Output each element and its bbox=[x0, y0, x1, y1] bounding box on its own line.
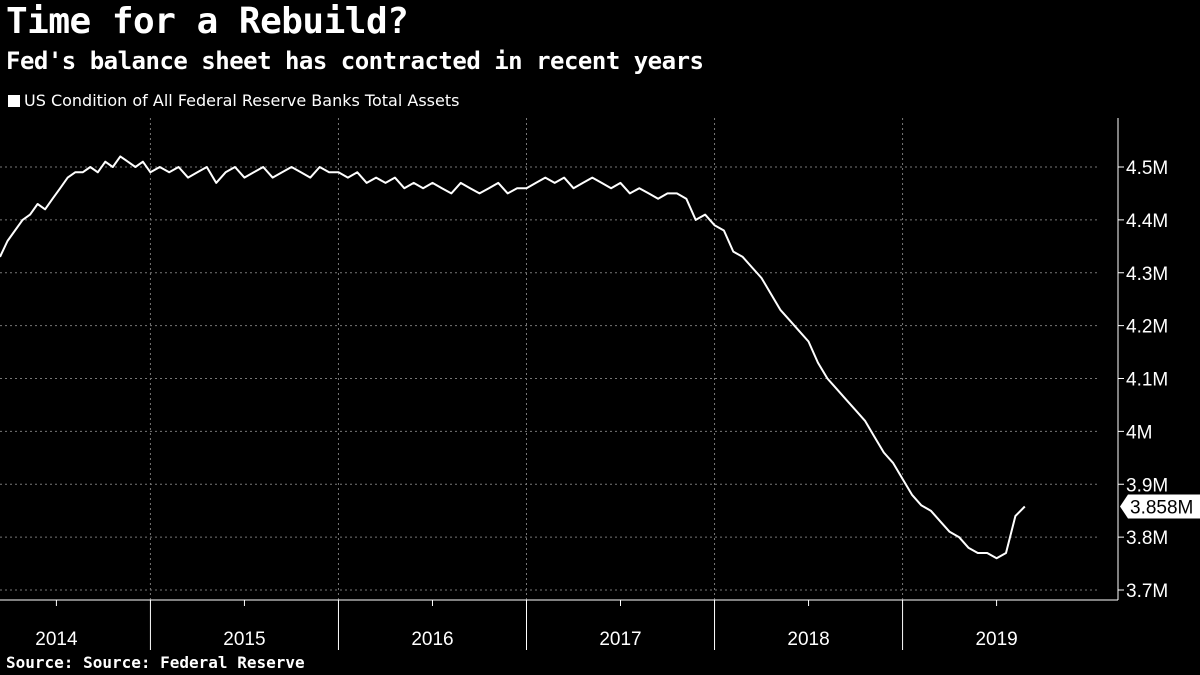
y-tick-label: 4.3M bbox=[1126, 264, 1168, 285]
y-tick-label: 4.1M bbox=[1126, 370, 1168, 391]
last-value-label: 3.858M bbox=[1130, 497, 1193, 518]
legend-swatch bbox=[8, 95, 20, 107]
x-tick-label: 2015 bbox=[223, 629, 265, 650]
series-line bbox=[0, 155, 1026, 560]
source-note: Source: Source: Federal Reserve bbox=[6, 653, 305, 672]
x-tick-label: 2018 bbox=[787, 629, 829, 650]
y-tick-label: 3.8M bbox=[1126, 528, 1168, 549]
last-value-badge bbox=[1120, 494, 1200, 519]
x-tick-label: 2017 bbox=[599, 629, 641, 650]
x-tick-label: 2019 bbox=[975, 629, 1017, 650]
y-tick-label: 4.2M bbox=[1126, 317, 1168, 338]
y-tick-label: 3.7M bbox=[1126, 581, 1168, 602]
legend: US Condition of All Federal Reserve Bank… bbox=[8, 90, 459, 112]
x-tick-label: 2014 bbox=[35, 629, 78, 650]
chart-subtitle: Fed's balance sheet has contracted in re… bbox=[6, 47, 704, 75]
chart-title: Time for a Rebuild? bbox=[6, 1, 409, 42]
y-tick-label: 4M bbox=[1126, 422, 1152, 443]
y-tick-label: 4.4M bbox=[1126, 211, 1168, 232]
y-tick-label: 3.9M bbox=[1126, 475, 1168, 496]
legend-label: US Condition of All Federal Reserve Bank… bbox=[24, 91, 460, 110]
x-tick-label: 2016 bbox=[411, 629, 453, 650]
y-tick-label: 4.5M bbox=[1126, 158, 1168, 179]
